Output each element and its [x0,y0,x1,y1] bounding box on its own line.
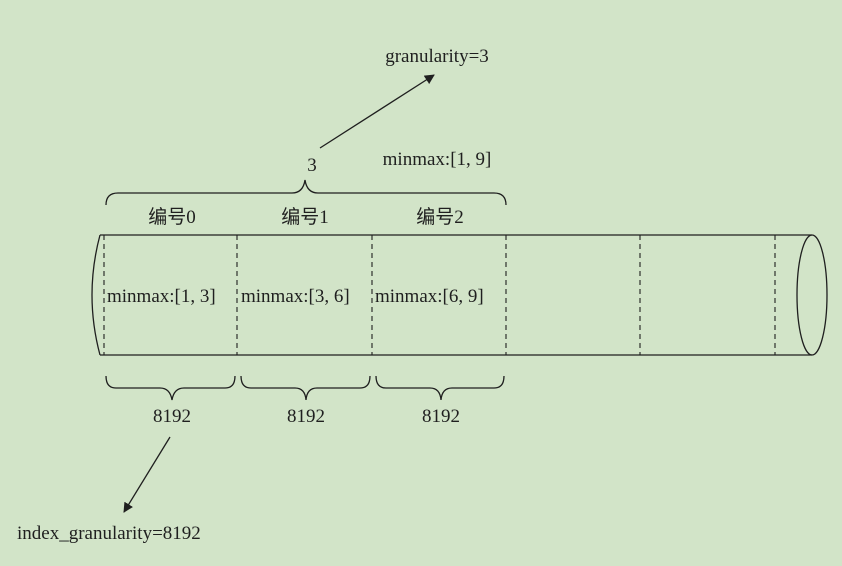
bottom-braces [105,375,505,401]
mark-1-brace [240,375,371,401]
mark-1-minmax: minmax:[3, 6] [241,286,350,307]
mark-0-rows: 8192 [153,406,191,427]
top-brace [105,179,507,206]
mark-0-minmax: minmax:[1, 3] [107,286,216,307]
granule-dividers [103,235,776,355]
mark-2-brace [375,375,505,401]
data-part-cylinder [91,234,828,356]
granule-rows-label: 3 [307,155,317,176]
granule-minmax-label: minmax:[1, 9] [382,149,492,170]
mark-2-rows: 8192 [422,406,460,427]
cylinder-left-cap [91,234,101,356]
index-granularity-label: index_granularity=8192 [17,523,201,544]
mark-1-rows: 8192 [287,406,325,427]
cylinder-right-cap [796,234,828,356]
mark-0-title: 编号0 [148,207,196,228]
index-granularity-arrow [123,436,171,513]
mark-2-title: 编号2 [416,207,464,228]
granularity-arrow [319,74,435,149]
mark-0-brace [105,375,236,401]
mark-2-minmax: minmax:[6, 9] [375,286,484,307]
mark-1-title: 编号1 [281,207,329,228]
granularity-label: granularity=3 [385,46,489,67]
